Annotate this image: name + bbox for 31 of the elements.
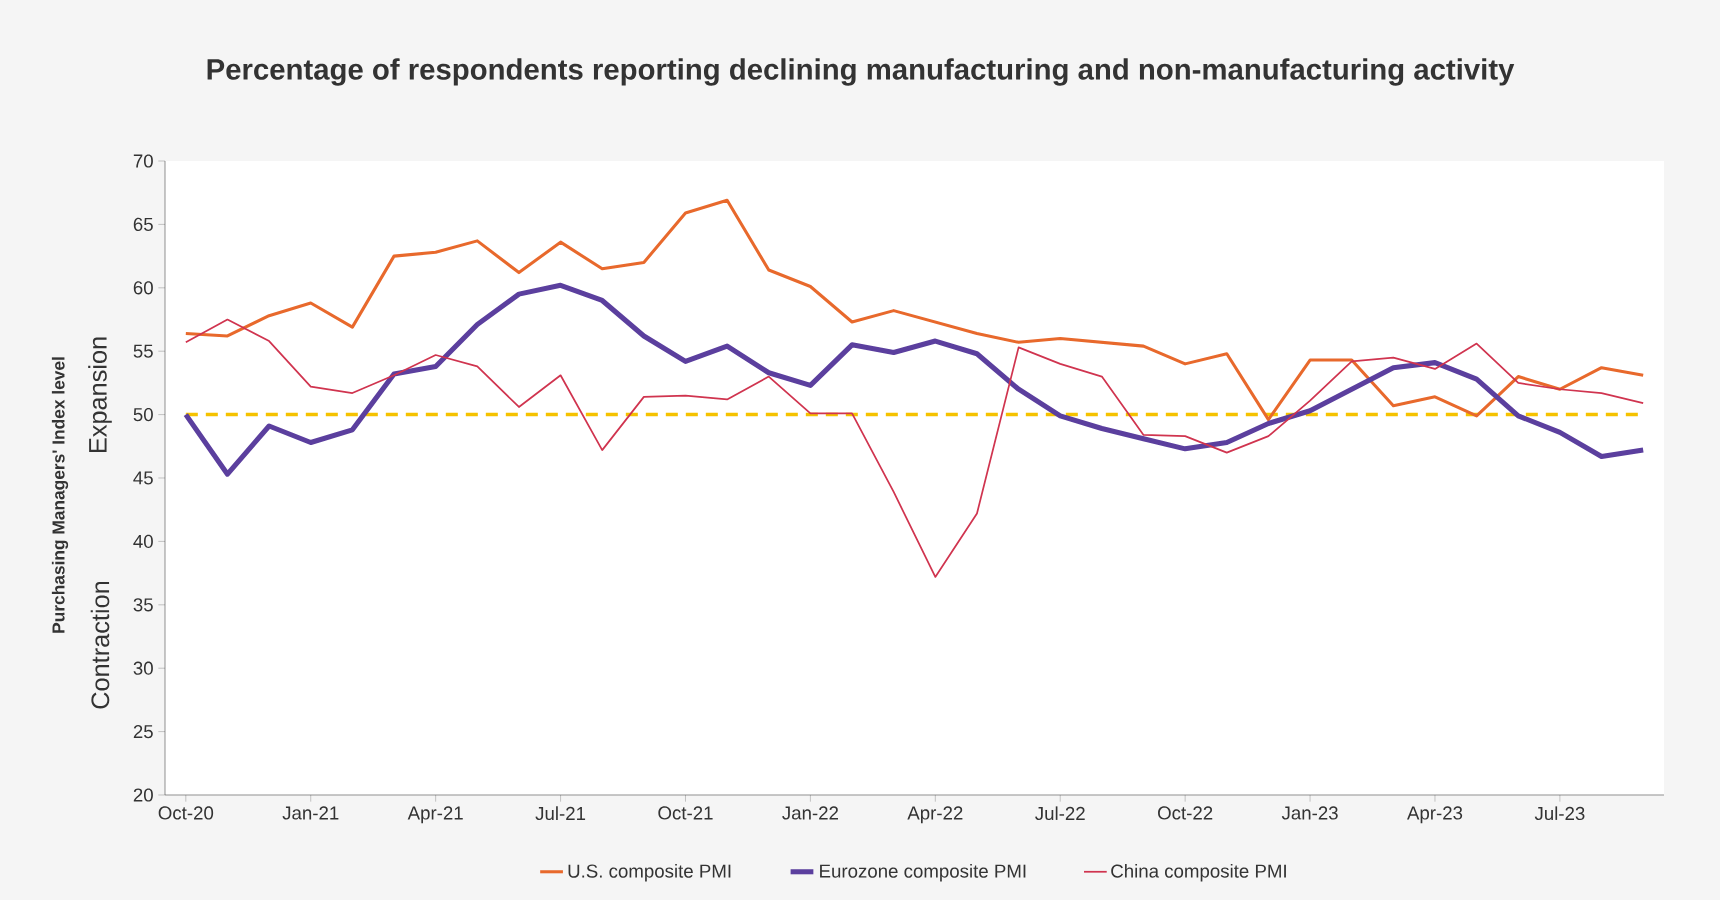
y-tick-label: 30 bbox=[133, 661, 153, 675]
y-tick-label: 70 bbox=[133, 154, 153, 168]
y-tick-label: 20 bbox=[133, 788, 153, 802]
x-tick-label: Apr-21 bbox=[407, 806, 463, 824]
x-tick-label: Apr-23 bbox=[1407, 806, 1463, 824]
x-tick-label: Jan-21 bbox=[282, 806, 339, 820]
x-tick-label: Jul-23 bbox=[1534, 806, 1585, 821]
x-tick-label: Jul-21 bbox=[535, 806, 586, 821]
chart-title: Percentage of respondents reporting declining manufacturing and non-manufacturing activity bbox=[207, 58, 1515, 86]
x-tick-label: Jul-22 bbox=[1035, 806, 1085, 821]
y-tick-label: 35 bbox=[133, 598, 153, 612]
x-tick-label: Jan-22 bbox=[782, 806, 838, 820]
y-tick-label: 55 bbox=[133, 344, 153, 358]
x-tick-label: Apr-22 bbox=[907, 806, 963, 824]
x-tick-label: Jan-23 bbox=[1281, 806, 1338, 820]
text: Expansion bbox=[88, 337, 112, 453]
x-tick-label: Oct-22 bbox=[1158, 806, 1213, 820]
y-tick-label: 25 bbox=[133, 724, 153, 739]
y-tick-label: 45 bbox=[133, 471, 153, 485]
legend-label: China composite PMI bbox=[1111, 864, 1286, 882]
y-tick-label: 40 bbox=[133, 534, 153, 549]
legend-label: Eurozone composite PMI bbox=[820, 864, 1026, 882]
y-tick-label: 65 bbox=[133, 217, 153, 232]
y-tick-label: 50 bbox=[133, 407, 153, 422]
text: Contraction bbox=[90, 581, 110, 709]
y-tick-label: 60 bbox=[133, 281, 153, 295]
line-series bbox=[184, 318, 1645, 578]
y-axis-title: Purchasing Managers' Index level bbox=[51, 357, 69, 633]
x-tick-label: Oct-20 bbox=[158, 806, 214, 820]
legend-label: U.S. composite PMI bbox=[568, 864, 731, 882]
x-tick-label: Oct-21 bbox=[658, 806, 713, 820]
